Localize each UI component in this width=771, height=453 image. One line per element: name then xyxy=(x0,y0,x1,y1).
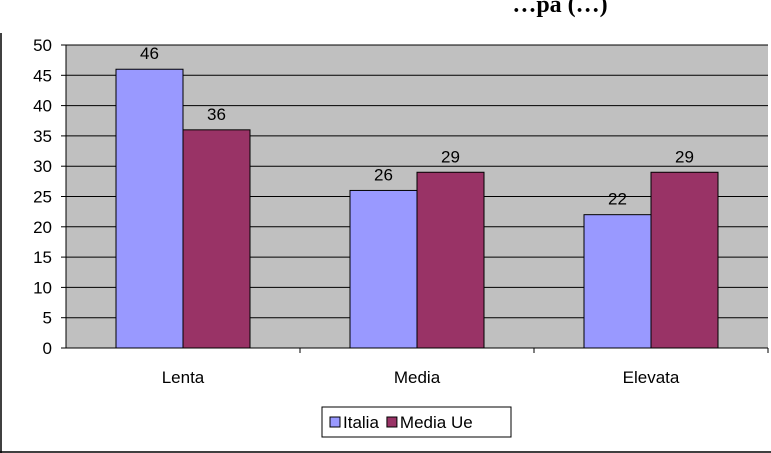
y-tick-label: 10 xyxy=(33,278,52,297)
legend-label: Media Ue xyxy=(400,413,473,432)
y-tick-label: 45 xyxy=(33,66,52,85)
y-tick-label: 25 xyxy=(33,188,52,207)
category-label: Elevata xyxy=(623,368,680,387)
bar xyxy=(583,214,652,349)
legend: Italia Media Ue xyxy=(321,406,512,438)
bar xyxy=(650,171,719,349)
data-label: 26 xyxy=(374,165,393,184)
legend-box xyxy=(321,406,512,438)
legend-swatch xyxy=(386,416,398,428)
legend-swatch xyxy=(329,416,341,428)
y-tick-label: 30 xyxy=(33,157,52,176)
data-label: 22 xyxy=(608,190,627,209)
data-label: 36 xyxy=(207,105,226,124)
bar xyxy=(349,189,418,349)
y-tick-label: 50 xyxy=(33,36,52,55)
legend-label: Italia xyxy=(343,413,379,432)
data-label: 29 xyxy=(675,147,694,166)
category-label: Media xyxy=(394,368,441,387)
y-tick-label: 15 xyxy=(33,248,52,267)
y-tick-label: 35 xyxy=(33,127,52,146)
y-tick-label: 20 xyxy=(33,218,52,237)
data-label: 29 xyxy=(441,147,460,166)
category-label: Lenta xyxy=(162,368,205,387)
data-label: 46 xyxy=(140,44,159,63)
y-tick-label: 5 xyxy=(43,309,52,328)
y-tick-label: 0 xyxy=(43,339,52,358)
bar xyxy=(416,171,485,349)
chart-title: …pa (…) xyxy=(512,0,607,18)
bar xyxy=(115,68,184,349)
plot-area: 0 5 10 15 20 25 30 35 40 45 50 Lenta 46 36 Media 26 29 El… xyxy=(33,36,769,387)
y-tick-label: 40 xyxy=(33,97,52,116)
bar xyxy=(182,129,251,349)
